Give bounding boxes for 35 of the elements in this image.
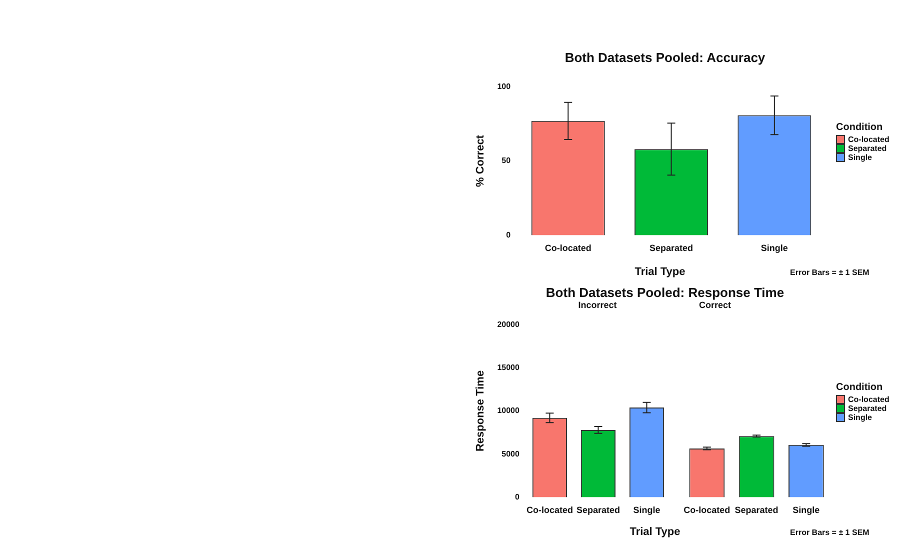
x-tick-label: Separated [650, 243, 694, 254]
legend-label: Co-located [848, 395, 890, 404]
y-tick-label: 0 [514, 492, 520, 502]
legend-label: Co-located [848, 135, 890, 144]
legend-label: Separated [848, 144, 887, 153]
x-tick-label: Single [792, 505, 820, 516]
legend-label: Separated [848, 404, 887, 413]
x-axis-title: Trial Type [628, 526, 682, 538]
chart-subtitle: Correct [698, 300, 732, 310]
y-tick-label: 20000 [497, 320, 520, 330]
chart-subtitle: Incorrect [577, 300, 618, 310]
x-tick-label: Co-located [526, 505, 573, 516]
y-tick-label: 15000 [497, 363, 520, 372]
legend-title: Condition [836, 382, 884, 393]
legend-title: Condition [836, 122, 884, 133]
x-tick-label: Separated [576, 505, 620, 516]
chart-title: Both Datasets Pooled: Accuracy [564, 50, 766, 65]
y-axis-title: % Correct [474, 134, 487, 187]
y-tick-label: 10000 [497, 406, 520, 416]
x-tick-label: Co-located [684, 505, 730, 516]
x-tick-label: Single [633, 505, 660, 516]
y-tick-label: 100 [497, 82, 512, 92]
x-tick-label: Co-located [544, 243, 592, 254]
legend-label: Single [848, 413, 872, 422]
y-tick-label: 0 [506, 230, 512, 240]
y-tick-label: 50 [502, 156, 512, 166]
y-tick-label: 5000 [502, 449, 520, 458]
text: Error Bars = ± 1 SEM [790, 528, 870, 537]
x-tick-label: Separated [734, 505, 778, 516]
y-axis-title: Response Time [474, 370, 487, 452]
chart-title: Both Datasets Pooled: Response Time [544, 285, 786, 300]
x-tick-label: Single [760, 243, 788, 254]
text: Error Bars = ± 1 SEM [790, 268, 870, 277]
legend-label: Single [848, 153, 872, 162]
x-axis-title: Trial Type [634, 266, 686, 278]
